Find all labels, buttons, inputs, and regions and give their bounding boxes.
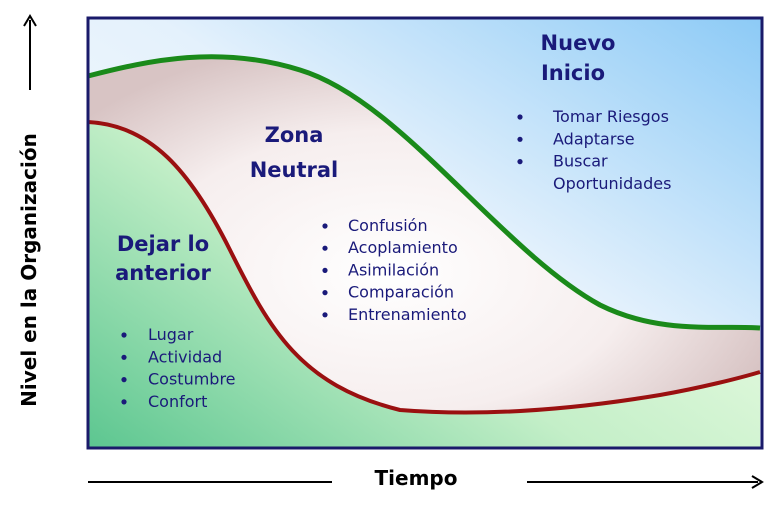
list-item: Oportunidades xyxy=(553,174,671,193)
frame xyxy=(86,16,764,450)
bullet xyxy=(322,245,328,251)
zone-title: Dejar lo xyxy=(117,232,209,256)
list-item: Acoplamiento xyxy=(348,238,458,257)
list-item: Actividad xyxy=(148,347,222,366)
zone-title: Neutral xyxy=(250,158,339,182)
arrow-head xyxy=(23,14,37,27)
bullet xyxy=(121,377,127,383)
bullet xyxy=(121,399,127,405)
bullet xyxy=(322,267,328,273)
list-item: Comparación xyxy=(348,283,454,302)
list-item: Asimilación xyxy=(348,260,439,279)
bullet xyxy=(517,159,523,165)
new-beginning-curve xyxy=(87,54,761,331)
zone-title: Inicio xyxy=(541,61,605,85)
list-item: Confort xyxy=(148,392,207,411)
bullet xyxy=(121,354,127,360)
list-item: Costumbre xyxy=(148,370,236,389)
ending-area xyxy=(88,122,760,448)
bullet xyxy=(322,223,328,229)
list-item: Tomar Riesgos xyxy=(552,107,669,126)
bullet xyxy=(322,290,328,296)
list-item: Adaptarse xyxy=(553,129,635,148)
ending-curve xyxy=(87,120,761,415)
x-axis-label: Tiempo xyxy=(375,466,458,490)
zone-title: Zona xyxy=(265,123,324,147)
list-item: Buscar xyxy=(553,152,608,171)
list-item: Entrenamiento xyxy=(348,305,467,324)
bullet xyxy=(517,136,523,142)
zone-title: Nuevo xyxy=(541,31,616,55)
y-axis-label: Nivel en la Organización xyxy=(17,133,41,407)
bullet xyxy=(517,114,523,120)
bullet xyxy=(322,312,328,318)
zone-title: anterior xyxy=(115,261,211,285)
list-item: Confusión xyxy=(348,216,428,235)
bullet xyxy=(121,332,127,338)
arrow-head xyxy=(751,475,764,489)
list-item: Lugar xyxy=(148,325,194,344)
